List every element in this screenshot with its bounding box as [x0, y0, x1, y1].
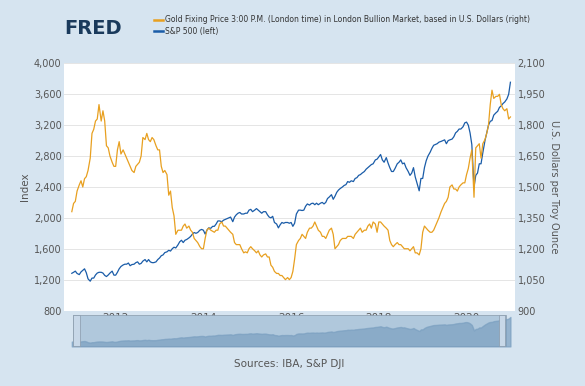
Legend: Gold Fixing Price 3:00 P.M. (London time) in London Bullion Market, based in U.S: Gold Fixing Price 3:00 P.M. (London time…	[154, 15, 530, 36]
Y-axis label: U.S. Dollars per Troy Ounce: U.S. Dollars per Troy Ounce	[549, 120, 559, 254]
Text: Sources: IBA, S&P DJI: Sources: IBA, S&P DJI	[235, 359, 345, 369]
FancyBboxPatch shape	[499, 315, 505, 346]
Text: FRED: FRED	[64, 19, 122, 38]
FancyBboxPatch shape	[73, 315, 506, 346]
Y-axis label: Index: Index	[20, 173, 30, 201]
FancyBboxPatch shape	[73, 315, 80, 346]
